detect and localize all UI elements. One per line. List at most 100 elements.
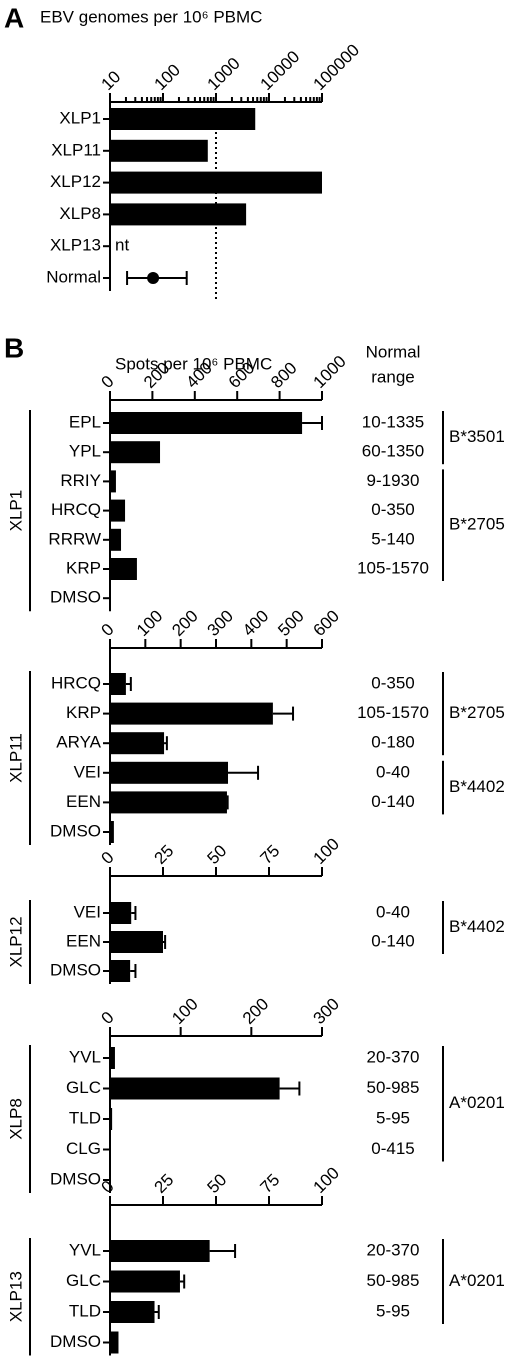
y-tick-label: TLD xyxy=(69,1108,101,1127)
y-tick-label: RRIY xyxy=(60,471,101,490)
normal-range: 0-140 xyxy=(371,792,414,811)
hla-label: B*2705 xyxy=(449,515,505,534)
y-tick-label: VEI xyxy=(74,902,101,921)
y-tick-label: XLP13 xyxy=(50,236,101,255)
x-tick-label: 100 xyxy=(310,835,343,868)
bar xyxy=(110,1301,155,1323)
bar xyxy=(110,761,229,784)
y-tick-label: DMSO xyxy=(50,1169,101,1188)
y-tick-label: DMSO xyxy=(50,1332,101,1351)
bar xyxy=(110,1240,210,1262)
normal-range: 0-350 xyxy=(371,673,414,692)
y-tick-label: RRRW xyxy=(48,529,101,548)
x-tick-label: 1000 xyxy=(204,54,244,94)
x-tick-label: 400 xyxy=(239,607,272,640)
y-tick-label: XLP11 xyxy=(51,140,101,159)
x-tick-label: 100 xyxy=(151,61,184,94)
normal-range: 0-40 xyxy=(376,762,410,781)
normal-range: 105-1570 xyxy=(357,558,429,577)
range-title: Normal xyxy=(366,342,421,361)
y-tick-label: TLD xyxy=(69,1301,101,1320)
bar xyxy=(110,528,122,551)
value-label: nt xyxy=(115,236,129,255)
normal-range: 0-350 xyxy=(371,500,414,519)
normal-range: 0-140 xyxy=(371,931,414,950)
bar xyxy=(110,558,137,580)
bar xyxy=(110,960,131,982)
normal-range: 20-370 xyxy=(367,1240,420,1259)
normal-range: 0-180 xyxy=(371,733,414,752)
bar xyxy=(110,791,227,814)
normal-range: 5-95 xyxy=(376,1108,410,1127)
x-tick-label: 25 xyxy=(151,1170,178,1197)
y-tick-label: DMSO xyxy=(50,960,101,979)
y-tick-label: EPL xyxy=(69,412,101,431)
normal-range: 10-1335 xyxy=(362,412,424,431)
y-tick-label: KRP xyxy=(66,558,101,577)
x-tick-label: 300 xyxy=(310,995,343,1028)
x-tick-label: 200 xyxy=(168,607,201,640)
normal-range: 50-985 xyxy=(367,1271,420,1290)
x-tick-label: 100000 xyxy=(310,40,364,94)
y-tick-label: YVL xyxy=(69,1047,101,1066)
bar xyxy=(110,702,273,725)
y-tick-label: ARYA xyxy=(56,733,101,752)
bar xyxy=(110,1331,119,1354)
hla-label: A*0201 xyxy=(449,1093,505,1112)
x-tick-label: 50 xyxy=(204,1170,231,1197)
x-tick-label: 75 xyxy=(257,841,284,868)
normal-range: 60-1350 xyxy=(362,442,424,461)
x-tick-label: 1000 xyxy=(310,352,350,392)
normal-range: 9-1930 xyxy=(367,471,420,490)
y-tick-label: DMSO xyxy=(50,821,101,840)
range-title: range xyxy=(371,367,414,386)
bar xyxy=(110,732,165,755)
x-tick-label: 100 xyxy=(133,607,166,640)
chart-title: EBV genomes per 10⁶ PBMC xyxy=(40,7,262,26)
hla-label: B*4402 xyxy=(449,917,505,936)
x-tick-label: 0 xyxy=(98,1008,118,1028)
normal-range: 5-140 xyxy=(371,529,414,548)
y-tick-label: HRCQ xyxy=(51,673,101,692)
x-tick-label: 500 xyxy=(274,607,307,640)
normal-range: 105-1570 xyxy=(357,703,429,722)
group-label: XLP1 xyxy=(6,490,25,532)
bar xyxy=(110,441,161,464)
bar xyxy=(110,902,132,924)
bar xyxy=(110,499,126,522)
normal-range: 0-415 xyxy=(371,1139,414,1158)
y-tick-label: Normal xyxy=(46,267,101,286)
x-tick-label: 50 xyxy=(204,841,231,868)
x-tick-label: 300 xyxy=(204,607,237,640)
y-tick-label: HRCQ xyxy=(51,500,101,519)
chart-title: Spots per 10⁶ PBMC xyxy=(115,354,272,373)
hla-label: B*3501 xyxy=(449,427,505,446)
normal-range: 50-985 xyxy=(367,1078,420,1097)
bar xyxy=(110,139,208,162)
x-tick-label: 0 xyxy=(98,372,118,392)
hla-label: B*2705 xyxy=(449,703,505,722)
y-tick-label: XLP8 xyxy=(59,204,101,223)
bar xyxy=(110,1270,180,1293)
y-tick-label: YPL xyxy=(69,442,101,461)
group-label: XLP8 xyxy=(6,1098,25,1140)
hla-label: A*0201 xyxy=(449,1271,505,1290)
bar xyxy=(110,108,256,130)
x-tick-label: 600 xyxy=(310,607,343,640)
y-tick-label: YVL xyxy=(69,1240,101,1259)
hla-label: B*4402 xyxy=(449,777,505,796)
y-tick-label: DMSO xyxy=(50,588,101,607)
bar xyxy=(110,673,126,695)
x-tick-label: 25 xyxy=(151,841,178,868)
x-tick-label: 10 xyxy=(98,67,125,94)
panel-label: A xyxy=(4,2,24,33)
bar xyxy=(110,203,247,226)
bar xyxy=(110,931,163,953)
y-tick-label: KRP xyxy=(66,703,101,722)
normal-range: 0-40 xyxy=(376,902,410,921)
group-label: XLP13 xyxy=(6,1271,25,1322)
point xyxy=(147,272,160,284)
bar xyxy=(110,1047,115,1069)
normal-range: 20-370 xyxy=(367,1047,420,1066)
y-tick-label: GLC xyxy=(66,1078,101,1097)
